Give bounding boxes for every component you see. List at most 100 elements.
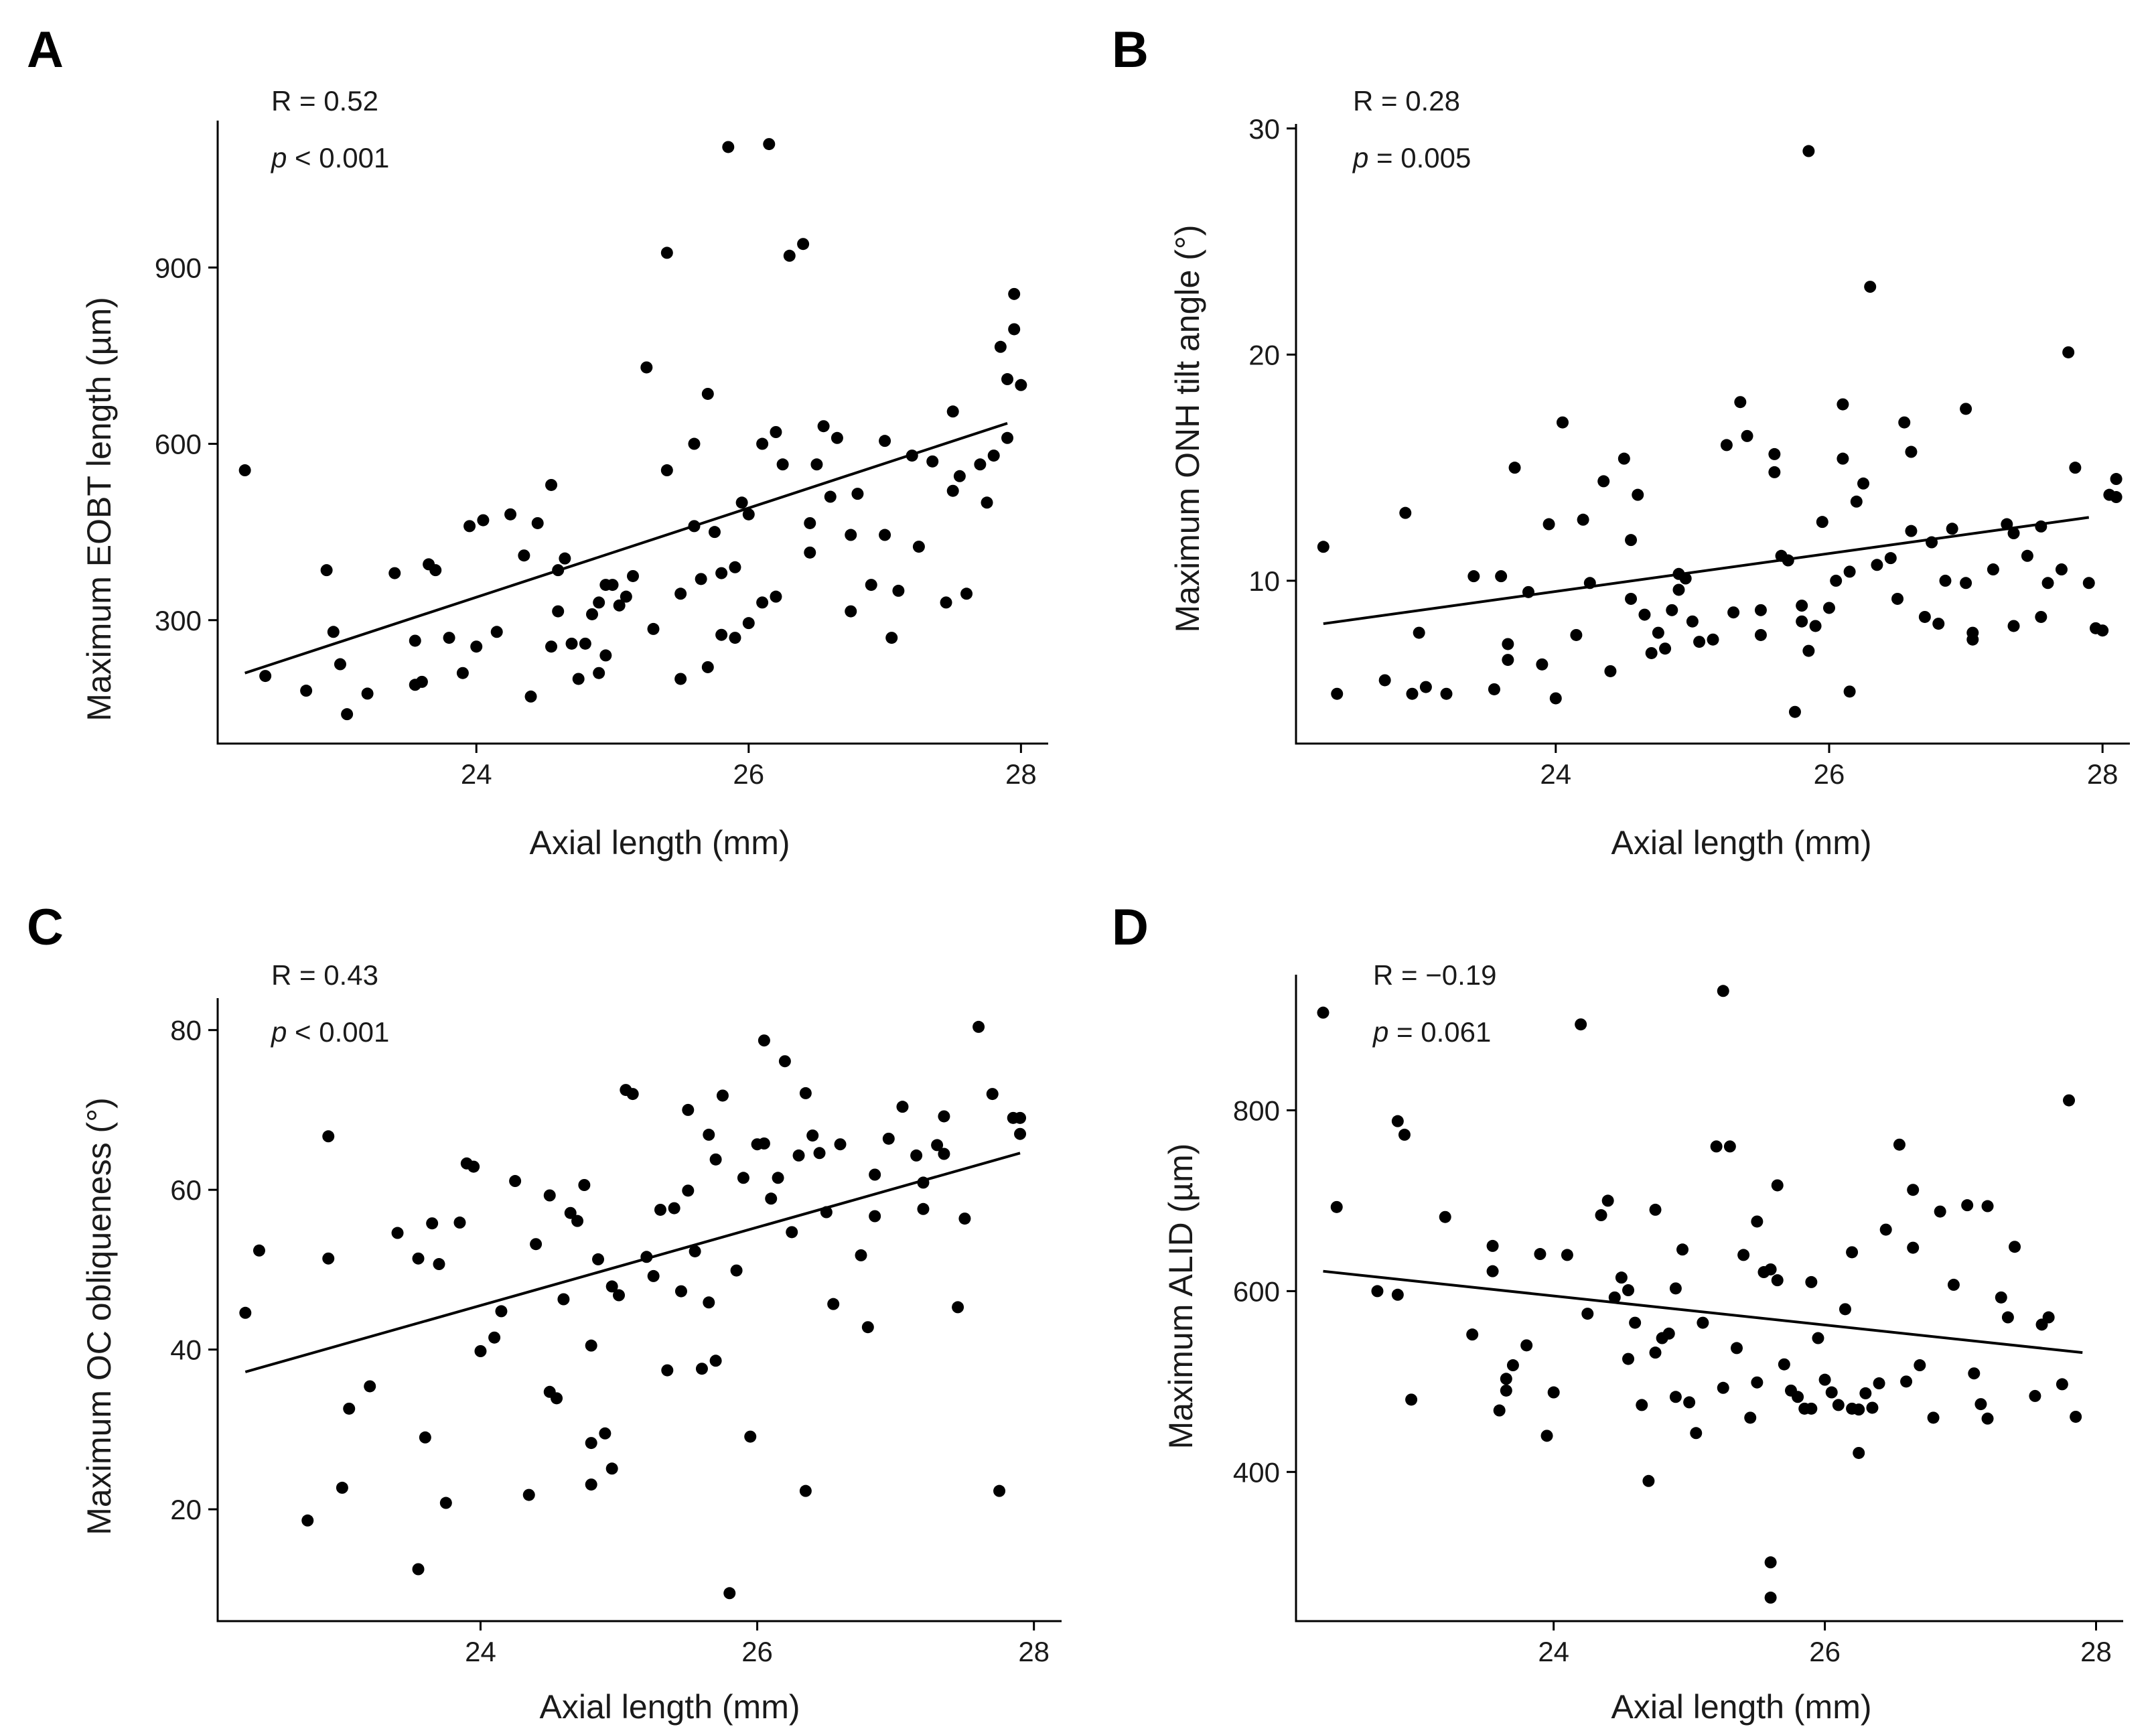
y-tick-label: 600 xyxy=(1233,1275,1280,1307)
stat-p-italic: p xyxy=(1352,142,1368,174)
data-point xyxy=(1853,1403,1865,1416)
data-point xyxy=(946,405,959,418)
data-point xyxy=(708,526,721,539)
data-point xyxy=(1008,287,1021,300)
data-point xyxy=(926,455,939,468)
data-point xyxy=(1947,1278,1960,1291)
data-point xyxy=(654,1203,666,1216)
data-point xyxy=(409,634,421,647)
data-point xyxy=(592,1253,605,1265)
data-point xyxy=(1632,488,1644,501)
data-point xyxy=(1966,633,1979,646)
data-point xyxy=(799,1087,812,1099)
data-point xyxy=(2007,620,2020,632)
data-point xyxy=(1900,1375,1913,1388)
y-tick-label: 600 xyxy=(155,429,202,460)
data-point xyxy=(1751,1376,1764,1389)
data-point xyxy=(1014,1111,1027,1124)
regression-line-group xyxy=(244,421,1008,675)
data-point xyxy=(1825,1386,1838,1399)
data-point xyxy=(1754,628,1767,641)
data-point xyxy=(1981,1200,1994,1212)
panel-letter: C xyxy=(27,899,64,956)
y-axis-title: Maximum ONH tilt angle (°) xyxy=(1169,225,1206,633)
x-tick-label: 28 xyxy=(2087,758,2118,790)
data-point xyxy=(938,1110,950,1123)
data-point xyxy=(1331,687,1344,700)
x-tick-label: 28 xyxy=(1018,1636,1050,1667)
x-tick-label: 28 xyxy=(1005,758,1037,790)
data-point xyxy=(882,1132,895,1145)
axis-ticks: 24 26 28 10 20 30 xyxy=(1248,113,2118,790)
data-point xyxy=(552,564,565,577)
data-point xyxy=(1406,687,1419,700)
data-point xyxy=(488,1331,501,1344)
data-point xyxy=(701,661,714,673)
data-point xyxy=(1707,633,1719,646)
data-point xyxy=(2096,624,2109,637)
data-point xyxy=(879,529,891,541)
data-point xyxy=(1391,1288,1404,1301)
data-point xyxy=(572,673,585,685)
data-point xyxy=(981,496,993,509)
y-axis-title: Maximum EOBT length (µm) xyxy=(80,297,118,721)
stat-p: p < 0.001 xyxy=(270,1016,389,1048)
data-point xyxy=(1879,1223,1892,1236)
data-point xyxy=(896,1101,909,1113)
data-point xyxy=(1652,626,1664,639)
data-point xyxy=(2009,1241,2021,1253)
data-point xyxy=(1440,687,1453,700)
data-point xyxy=(2029,1389,2041,1402)
data-point xyxy=(361,687,374,700)
data-point xyxy=(906,449,918,462)
data-point xyxy=(735,496,748,509)
data-point xyxy=(364,1380,376,1393)
data-point xyxy=(2055,563,2068,576)
y-tick-label: 800 xyxy=(1233,1095,1280,1126)
data-point xyxy=(2069,462,2082,474)
data-point xyxy=(668,1202,680,1214)
data-point xyxy=(585,1437,597,1450)
data-point xyxy=(797,238,810,251)
data-point xyxy=(940,596,952,609)
data-point xyxy=(772,1172,784,1184)
data-point xyxy=(1822,602,1835,614)
data-point xyxy=(1669,1282,1682,1295)
data-point xyxy=(1918,610,1931,623)
data-point xyxy=(1796,615,1808,628)
data-point xyxy=(2056,1378,2068,1391)
regression-line xyxy=(1323,1269,2083,1355)
data-point xyxy=(1542,518,1555,531)
data-point xyxy=(530,1238,543,1251)
data-point xyxy=(1439,1210,1451,1223)
stat-p-rest: < 0.001 xyxy=(287,1016,389,1048)
data-point xyxy=(1520,1339,1533,1352)
data-point xyxy=(729,632,741,644)
data-point xyxy=(474,1345,487,1357)
panel-c: C R = 0.43 p < 0.001 Maximum OC obliquen… xyxy=(27,899,1062,1726)
data-point xyxy=(1734,396,1747,409)
panel-letter: D xyxy=(1112,899,1149,956)
data-point xyxy=(1926,536,1938,549)
data-point xyxy=(1754,604,1767,616)
data-point xyxy=(2063,1094,2076,1107)
scatter-points xyxy=(1317,985,2082,1604)
data-point xyxy=(2001,518,2013,531)
data-point xyxy=(1391,1115,1404,1127)
data-point xyxy=(504,508,517,520)
data-point xyxy=(1796,600,1808,612)
data-point xyxy=(737,1172,749,1184)
data-point xyxy=(543,1189,556,1202)
axes-frame xyxy=(216,121,1048,745)
data-point xyxy=(322,1130,335,1143)
data-point xyxy=(804,516,816,529)
data-point xyxy=(2070,1410,2082,1423)
data-point xyxy=(443,632,455,644)
data-point xyxy=(599,649,612,662)
data-point xyxy=(1905,445,1918,458)
data-point xyxy=(647,1269,660,1282)
data-point xyxy=(2042,1311,2055,1324)
data-point xyxy=(1536,658,1549,671)
data-point xyxy=(545,478,558,491)
x-tick-label: 26 xyxy=(741,1636,773,1667)
